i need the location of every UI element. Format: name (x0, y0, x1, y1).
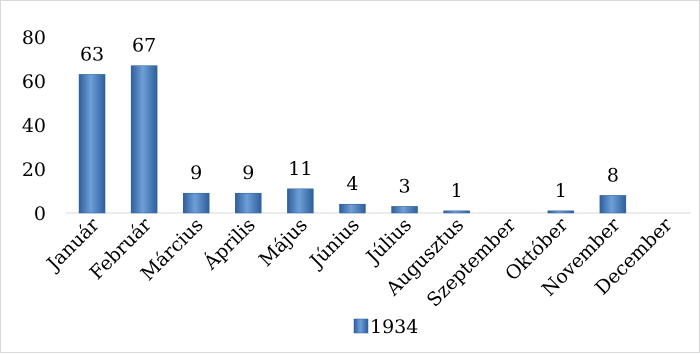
legend: 1934 (353, 316, 418, 338)
x-axis-categories: JanuárFebruárMárciusÁprilisMájusJúniusJú… (41, 213, 677, 311)
y-tick-label: 40 (22, 115, 46, 137)
y-tick-label: 0 (34, 203, 46, 225)
data-label: 11 (288, 158, 312, 180)
data-label: 9 (242, 162, 254, 184)
bar (182, 192, 210, 214)
data-label: 1 (451, 180, 463, 202)
data-labels: 63 679 9 114 3 1 18 (80, 35, 619, 202)
bar (130, 65, 158, 214)
data-label: 8 (607, 164, 619, 186)
data-label: 9 (190, 162, 202, 184)
data-label: 1 (555, 180, 567, 202)
legend-label: 1934 (370, 316, 418, 338)
bars (78, 65, 627, 214)
bar (339, 203, 366, 214)
bar (391, 206, 418, 214)
y-axis: 0 20 40 60 80 (22, 27, 46, 225)
data-label: 63 (80, 43, 104, 65)
data-label: 3 (398, 175, 410, 197)
category-label: Április (198, 213, 259, 274)
y-tick-label: 20 (22, 159, 46, 181)
data-label: 4 (346, 173, 358, 195)
y-tick-label: 60 (22, 71, 46, 93)
category-label: Május (255, 214, 312, 271)
bar (547, 210, 575, 214)
bar (235, 192, 262, 214)
category-label: Június (304, 214, 364, 274)
data-label: 67 (132, 35, 156, 57)
bar (287, 188, 314, 214)
legend-swatch (353, 318, 369, 334)
bar (443, 210, 470, 214)
y-tick-label: 80 (22, 27, 46, 49)
bar (78, 74, 106, 214)
bar (599, 195, 627, 214)
